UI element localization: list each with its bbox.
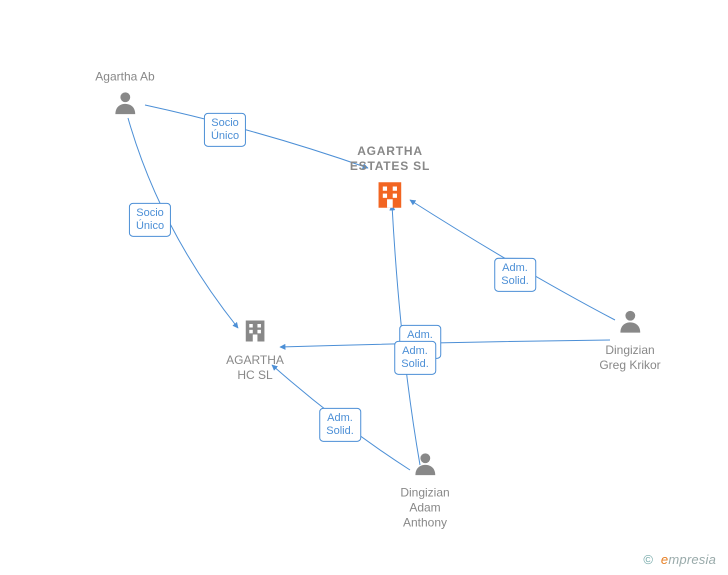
person-icon	[111, 89, 139, 121]
building-icon	[241, 317, 269, 349]
edge-label-adm-solid: Adm. Solid.	[494, 258, 536, 292]
node-agartha-hc[interactable]: AGARTHA HC SL	[226, 317, 284, 383]
node-label: Dingizian Adam Anthony	[400, 486, 449, 531]
node-dingizian-greg[interactable]: Dingizian Greg Krikor	[599, 307, 660, 373]
edge-label-socio-unico: Socio Único	[204, 113, 246, 147]
edge-label-adm-solid: Adm. Solid.	[394, 341, 436, 375]
edge-label-socio-unico: Socio Único	[129, 203, 171, 237]
node-agartha-ab[interactable]: Agartha Ab	[95, 70, 154, 121]
node-label: AGARTHA HC SL	[226, 353, 284, 383]
edge-ab_to_estates	[145, 105, 368, 168]
person-icon	[411, 450, 439, 482]
brand-rest: mpresia	[668, 552, 716, 567]
node-agartha-estates[interactable]: AGARTHA ESTATES SL	[350, 144, 430, 216]
person-icon	[616, 307, 644, 339]
diagram-canvas: Agartha Ab AGARTHA ESTATES SL AGARTHA HC…	[0, 0, 728, 575]
node-label: Agartha Ab	[95, 70, 154, 85]
watermark: © empresia	[643, 552, 716, 567]
edge-label-adm-solid: Adm. Solid.	[319, 408, 361, 442]
building-icon	[373, 178, 407, 216]
node-label: Dingizian Greg Krikor	[599, 343, 660, 373]
edge-greg_to_hc	[280, 340, 610, 347]
node-label: AGARTHA ESTATES SL	[350, 144, 430, 174]
node-dingizian-adam[interactable]: Dingizian Adam Anthony	[400, 450, 449, 531]
copyright-symbol: ©	[643, 552, 653, 567]
